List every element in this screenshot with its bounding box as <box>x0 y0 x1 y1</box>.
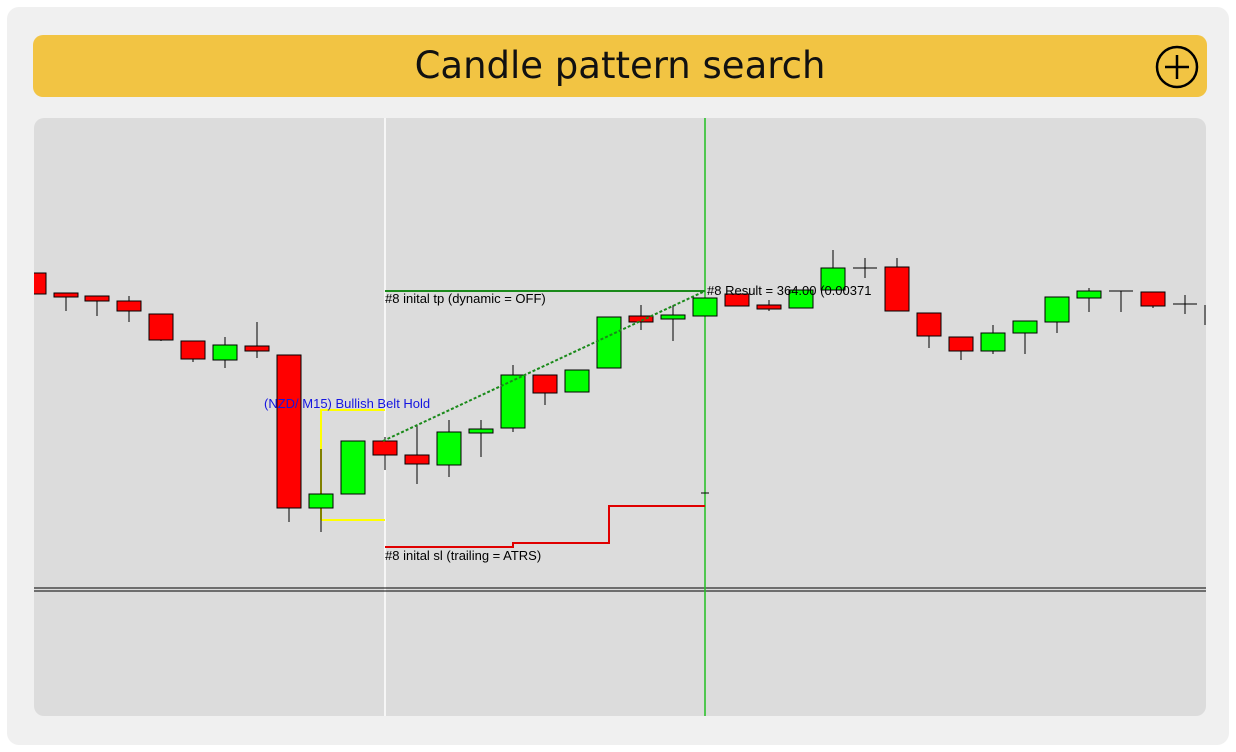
chart-background <box>34 118 1206 716</box>
candle <box>853 258 877 278</box>
candle <box>500 365 526 432</box>
body <box>372 440 398 456</box>
candle <box>660 305 686 341</box>
candle <box>1109 290 1133 312</box>
body <box>500 374 526 429</box>
body <box>116 300 142 312</box>
candle <box>1044 296 1070 333</box>
body <box>788 289 814 309</box>
candle <box>980 325 1006 354</box>
candle <box>884 258 910 312</box>
body <box>692 297 718 317</box>
body <box>84 295 110 302</box>
body <box>948 336 974 352</box>
body <box>756 304 782 310</box>
body <box>1044 296 1070 323</box>
tp-label: #8 inital tp (dynamic = OFF) <box>385 291 546 306</box>
header-bar: Candle pattern search <box>33 35 1207 97</box>
candle <box>180 340 206 362</box>
candle <box>84 295 110 316</box>
body <box>916 312 942 337</box>
add-button[interactable] <box>1155 45 1199 89</box>
body <box>148 313 174 341</box>
body <box>980 332 1006 352</box>
candle <box>308 449 334 532</box>
body <box>660 314 686 320</box>
body <box>628 315 654 323</box>
body <box>34 272 47 295</box>
candle <box>34 272 47 295</box>
chart-area: (NZD/ M15) Bullish Belt Hold #8 inital t… <box>34 118 1206 716</box>
candle <box>468 420 494 457</box>
candle <box>212 337 238 368</box>
body <box>884 266 910 312</box>
candles <box>34 250 1206 532</box>
candle <box>148 313 174 341</box>
body <box>724 293 750 307</box>
add-circle[interactable] <box>1155 45 1199 89</box>
body <box>1140 291 1166 307</box>
candle <box>1076 288 1102 312</box>
candle <box>916 312 942 348</box>
candle <box>724 293 750 307</box>
body <box>436 431 462 466</box>
body <box>532 374 558 394</box>
candle <box>628 305 654 330</box>
body <box>468 428 494 434</box>
candle <box>948 336 974 360</box>
body <box>180 340 206 360</box>
candle <box>116 296 142 322</box>
candle <box>564 369 590 393</box>
body <box>276 354 302 509</box>
trade-line <box>382 290 706 442</box>
body <box>1076 290 1102 299</box>
candle <box>340 440 366 495</box>
candle <box>596 316 622 369</box>
candle-chart: (NZD/ M15) Bullish Belt Hold #8 inital t… <box>34 118 1206 716</box>
candle <box>756 300 782 311</box>
candle <box>532 374 558 405</box>
body <box>820 267 846 291</box>
body <box>340 440 366 495</box>
body <box>244 345 270 352</box>
body <box>596 316 622 369</box>
candle <box>53 292 79 311</box>
candle <box>436 420 462 477</box>
candle <box>404 425 430 484</box>
body <box>564 369 590 393</box>
candle <box>1173 295 1197 314</box>
candle <box>820 250 846 291</box>
body <box>53 292 79 298</box>
pattern-label: (NZD/ M15) Bullish Belt Hold <box>264 396 430 411</box>
candle <box>692 297 718 317</box>
candle <box>244 322 270 358</box>
sl-line <box>385 505 705 548</box>
body <box>1012 320 1038 334</box>
result-label: #8 Result = 364.00 (0.00371 <box>707 283 871 298</box>
body <box>404 454 430 465</box>
candle <box>788 289 814 309</box>
candle <box>1012 320 1038 354</box>
candle <box>276 354 302 522</box>
candle <box>1140 291 1166 308</box>
header-title: Candle pattern search <box>414 44 826 87</box>
body <box>308 493 334 509</box>
body <box>212 344 238 361</box>
sl-label: #8 inital sl (trailing = ATRS) <box>385 548 541 563</box>
